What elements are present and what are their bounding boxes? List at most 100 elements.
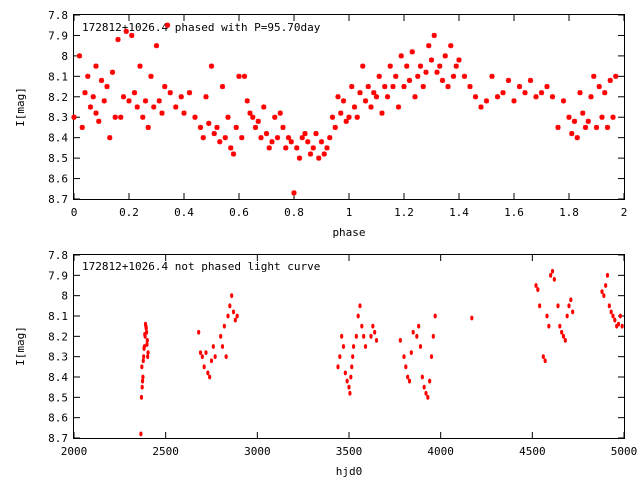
data-point: [422, 384, 426, 390]
data-point: [402, 354, 406, 360]
data-point: [263, 130, 270, 137]
data-point: [76, 53, 83, 59]
data-point: [141, 358, 145, 364]
data-point: [142, 346, 146, 351]
data-point: [552, 277, 556, 282]
data-point: [448, 43, 454, 49]
data-point: [534, 283, 538, 288]
data-point: [181, 110, 187, 116]
data-point: [255, 118, 261, 124]
data-point: [343, 118, 349, 124]
data-point: [428, 378, 432, 384]
data-point: [549, 272, 553, 278]
data-point: [109, 69, 116, 75]
data-point: [401, 83, 407, 90]
y-tick-label: 8.4: [48, 132, 68, 145]
data-point: [214, 124, 220, 131]
data-point: [467, 83, 473, 90]
data-point: [563, 338, 567, 343]
data-point: [206, 120, 212, 126]
data-point: [247, 110, 253, 116]
data-point: [250, 114, 256, 120]
data-point: [213, 354, 217, 360]
data-point: [93, 63, 99, 69]
x-tick-label: 1.2: [394, 206, 414, 219]
data-point: [387, 63, 393, 69]
data-point: [140, 378, 145, 384]
data-point: [197, 124, 204, 131]
unphased-light-curve-panel: 172812+1026.4 not phased light curve hjd…: [14, 249, 637, 478]
data-point: [206, 370, 210, 376]
y-tick-label: 7.8: [48, 249, 68, 262]
data-point: [239, 135, 245, 141]
data-point: [565, 313, 569, 319]
x-axis-label: phase: [332, 226, 365, 239]
axis-ticks: 2000 2500 3000 3500 4000 4500 5000 7.8 7.9 8 8.1 8.…: [48, 249, 637, 458]
plot-frame: [73, 14, 625, 200]
data-point: [277, 110, 283, 116]
data-point: [620, 323, 624, 329]
data-point: [354, 333, 358, 339]
x-tick-label: 5000: [611, 445, 638, 458]
y-tick-label: 8.2: [48, 330, 68, 343]
x-tick-label: 4500: [519, 445, 546, 458]
x-tick-label: 1.8: [559, 206, 579, 219]
data-point: [349, 374, 353, 380]
data-point: [211, 344, 215, 349]
data-point: [288, 139, 294, 145]
data-point: [605, 272, 610, 278]
data-point: [198, 350, 203, 355]
y-axis-label: I[mag]: [14, 87, 27, 127]
data-point: [321, 151, 327, 157]
data-point: [302, 130, 308, 137]
data-point: [164, 22, 171, 28]
plot-frame: [73, 254, 625, 439]
data-point: [560, 329, 564, 335]
data-point: [139, 394, 144, 400]
axis-ticks: 0 0.2 0.4 0.6 0.8 1 1.2 1.4 1.6 1.8 2 7.8 7.9 8 8.1 8.2…: [48, 9, 627, 219]
data-point: [141, 374, 145, 380]
data-point: [489, 73, 495, 79]
data-point: [384, 94, 391, 100]
data-point: [131, 90, 138, 96]
data-point: [340, 98, 347, 104]
data-point: [230, 151, 237, 157]
data-point: [358, 303, 362, 309]
data-point: [545, 313, 549, 319]
x-tick-label: 3500: [336, 445, 363, 458]
data-point: [415, 73, 421, 79]
data-point: [203, 94, 209, 100]
data-point: [571, 118, 578, 124]
data-point: [274, 135, 281, 141]
data-point: [393, 73, 399, 79]
data-point: [374, 338, 379, 343]
data-point: [112, 114, 118, 120]
data-point: [433, 313, 437, 319]
data-point: [379, 110, 385, 116]
data-point: [398, 338, 402, 343]
data-point: [343, 370, 347, 376]
data-point: [142, 354, 146, 360]
data-point: [536, 287, 540, 292]
data-point: [145, 342, 149, 347]
data-point: [470, 315, 474, 321]
data-point: [129, 32, 135, 39]
data-point: [522, 90, 528, 96]
x-tick-label: 4000: [427, 445, 454, 458]
data-point: [472, 94, 479, 100]
data-point: [146, 354, 150, 360]
data-point: [611, 313, 615, 319]
data-point: [395, 104, 402, 110]
data-point: [159, 110, 165, 116]
data-point: [368, 104, 374, 110]
data-point: [79, 124, 85, 131]
data-point: [426, 43, 432, 49]
data-point: [569, 130, 575, 137]
data-point: [148, 73, 154, 79]
data-point: [219, 333, 223, 339]
data-point: [585, 118, 591, 124]
x-tick-label: 1.6: [504, 206, 524, 219]
data-point: [241, 73, 248, 79]
data-point: [500, 90, 506, 96]
data-point: [123, 28, 129, 34]
